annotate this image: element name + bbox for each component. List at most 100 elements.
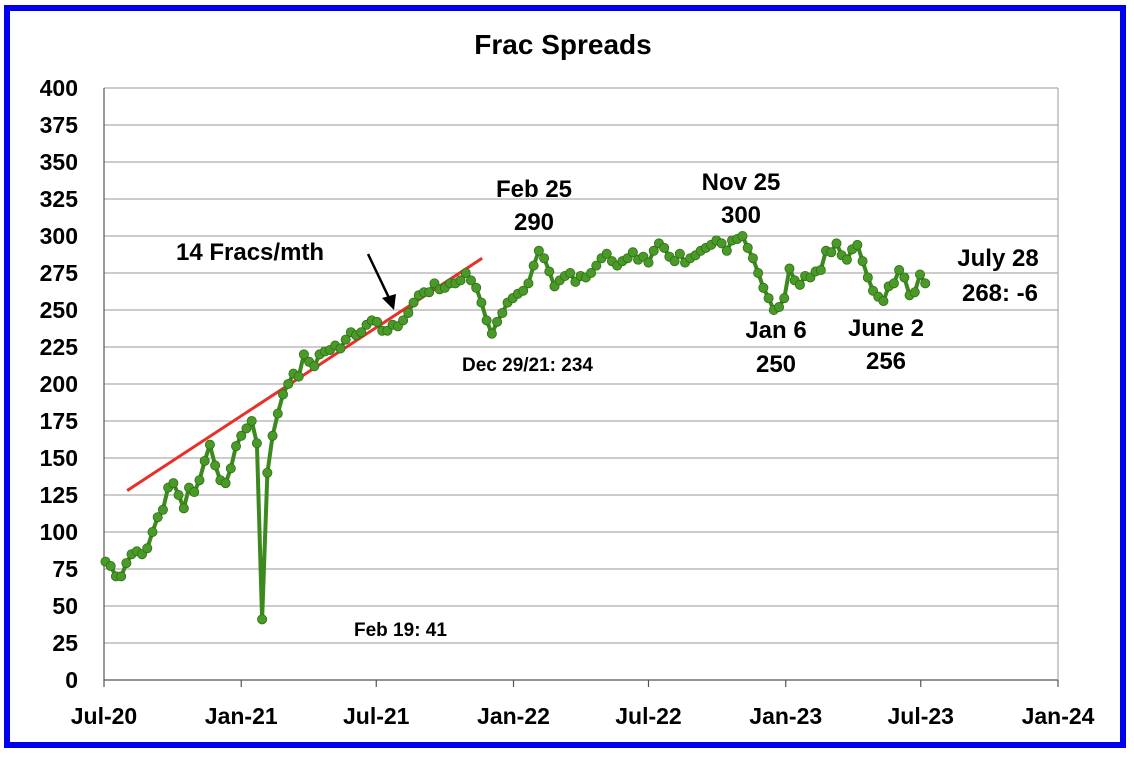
data-point xyxy=(779,293,790,304)
data-point xyxy=(899,272,910,283)
annotation-jan6-date: Jan 6 xyxy=(745,317,806,344)
data-point xyxy=(424,287,435,298)
data-point xyxy=(763,293,774,304)
data-point xyxy=(335,343,346,354)
data-point xyxy=(293,371,304,382)
data-point xyxy=(283,378,294,389)
y-tick-label: 375 xyxy=(40,112,79,138)
data-point xyxy=(262,467,273,478)
data-point xyxy=(669,256,680,267)
y-tick-label: 250 xyxy=(40,297,78,323)
y-tick-label: 225 xyxy=(40,334,79,360)
x-tick-label: Jul-23 xyxy=(888,703,954,729)
data-point xyxy=(747,253,758,264)
data-point xyxy=(257,614,268,625)
x-tick-label: Jan-23 xyxy=(749,703,822,729)
data-point xyxy=(742,242,753,253)
data-point xyxy=(408,297,419,308)
data-point xyxy=(659,242,670,253)
annotation-june2-val: 256 xyxy=(866,348,906,375)
data-point xyxy=(356,327,367,338)
annotation-feb25-val: 290 xyxy=(514,209,554,236)
data-point xyxy=(627,247,638,258)
data-point xyxy=(371,316,382,327)
data-point xyxy=(465,275,476,286)
data-point xyxy=(878,296,889,307)
annotation-feb25-date: Feb 25 xyxy=(496,176,572,203)
data-point xyxy=(826,247,837,258)
data-point xyxy=(528,260,539,271)
data-point xyxy=(497,307,508,318)
grid-lines xyxy=(104,87,1058,644)
data-point xyxy=(403,307,414,318)
data-point xyxy=(220,478,231,489)
annotation-feb19: Feb 19: 41 xyxy=(354,620,447,641)
x-tick-label: Jan-24 xyxy=(1022,703,1095,729)
annotation-jan6-val: 250 xyxy=(756,351,796,378)
x-tick-label: Jan-21 xyxy=(205,703,278,729)
data-point xyxy=(455,275,466,286)
data-point xyxy=(251,438,262,449)
data-point xyxy=(857,256,868,267)
data-point xyxy=(920,278,931,289)
data-point xyxy=(643,257,654,268)
data-point xyxy=(894,265,905,276)
data-point xyxy=(674,248,685,259)
data-point xyxy=(915,269,926,280)
data-point xyxy=(398,315,409,326)
data-point xyxy=(173,489,184,500)
data-point xyxy=(236,430,247,441)
data-point xyxy=(142,543,153,554)
data-point xyxy=(721,245,732,256)
data-point xyxy=(340,334,351,345)
data-point xyxy=(591,260,602,271)
axes xyxy=(103,88,1059,687)
data-point xyxy=(278,389,289,400)
data-point xyxy=(246,415,257,426)
data-point xyxy=(267,430,278,441)
x-tick-label: Jul-22 xyxy=(615,703,681,729)
y-tick-label: 325 xyxy=(40,186,79,212)
data-point xyxy=(586,267,597,278)
data-point xyxy=(105,561,116,572)
data-point xyxy=(492,316,503,327)
data-point xyxy=(518,285,529,296)
y-tick-label: 200 xyxy=(40,371,78,397)
annotation-arrowhead xyxy=(382,294,396,310)
data-point xyxy=(231,441,242,452)
y-tick-label: 25 xyxy=(52,630,78,656)
data-point xyxy=(189,487,200,498)
y-tick-label: 100 xyxy=(40,519,78,545)
data-point xyxy=(481,315,492,326)
data-point xyxy=(539,253,550,264)
annotation-dec29: Dec 29/21: 234 xyxy=(462,355,593,376)
data-point xyxy=(147,527,158,538)
data-point xyxy=(523,278,534,289)
y-tick-label: 75 xyxy=(52,556,78,582)
annotation-14fracs: 14 Fracs/mth xyxy=(176,239,324,266)
data-point xyxy=(241,423,252,434)
x-tick-label: Jul-20 xyxy=(71,703,137,729)
data-point xyxy=(758,282,769,293)
data-point xyxy=(862,272,873,283)
data-point xyxy=(178,503,189,514)
x-tick-labels: Jul-20 Jan-21 Jul-21 Jan-22 Jul-22 Jan-23 Jul-… xyxy=(71,703,1095,729)
chart-title: Frac Spreads xyxy=(474,29,651,60)
data-point xyxy=(601,248,612,259)
data-point xyxy=(815,265,826,276)
data-point xyxy=(476,297,487,308)
data-point xyxy=(157,504,168,515)
data-point xyxy=(888,278,899,289)
data-point xyxy=(852,239,863,250)
annotations: 14 Fracs/mth Feb 25 290 Nov 25 300 Jan 6 250 Ju… xyxy=(176,169,1039,641)
y-tick-labels: 0 25 50 75 100 125 150 175 200 225 250 275 300 325 350… xyxy=(40,75,79,693)
x-tick-label: Jul-21 xyxy=(343,703,410,729)
annotation-july28-date: July 28 xyxy=(957,245,1038,272)
annotation-june2-date: June 2 xyxy=(848,315,924,342)
y-tick-label: 150 xyxy=(40,445,78,471)
y-tick-label: 300 xyxy=(40,223,78,249)
annotation-arrow xyxy=(366,253,392,301)
data-point xyxy=(298,349,309,360)
y-tick-label: 275 xyxy=(40,260,79,286)
